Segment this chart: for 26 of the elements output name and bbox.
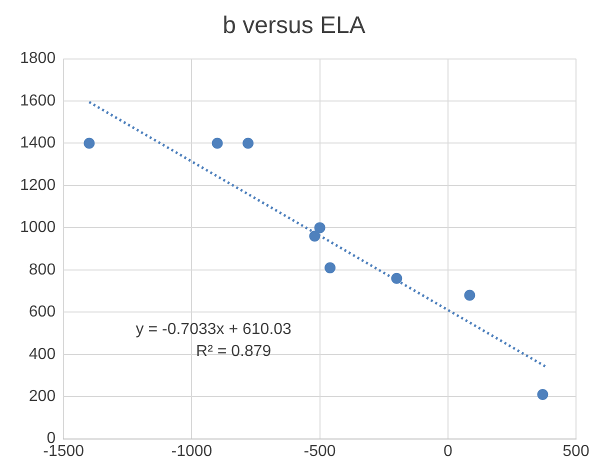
point <box>212 138 223 149</box>
y-tick-label: 1600 <box>20 92 56 110</box>
point <box>309 230 320 242</box>
annotation: y = -0.7033x + 610.03 <box>136 320 292 338</box>
y-tick-label: 600 <box>28 304 56 321</box>
chart-title: b versus ELA <box>222 12 366 40</box>
point <box>464 290 476 301</box>
y-tick-label: 200 <box>28 388 56 405</box>
x-tick-label: -500 <box>304 442 336 460</box>
x-tick-label: 0 <box>443 442 452 460</box>
y-tick-label: 800 <box>28 261 56 278</box>
point <box>314 222 326 234</box>
point <box>242 138 254 149</box>
y-tick-label: 400 <box>28 346 56 363</box>
point <box>84 138 95 149</box>
y-tick-label: 1800 <box>20 50 56 68</box>
y-tick-label: 1200 <box>20 176 56 194</box>
y-tick-label: 1400 <box>20 134 56 152</box>
point <box>391 272 402 284</box>
y-tick-label: 1000 <box>20 219 56 236</box>
point <box>537 388 548 400</box>
x-tick-label: -1500 <box>43 442 84 460</box>
x-tick-label: -1000 <box>171 442 212 460</box>
x-tick-label: 500 <box>562 442 590 460</box>
annotation: R² = 0.879 <box>196 342 272 360</box>
point <box>324 262 336 274</box>
